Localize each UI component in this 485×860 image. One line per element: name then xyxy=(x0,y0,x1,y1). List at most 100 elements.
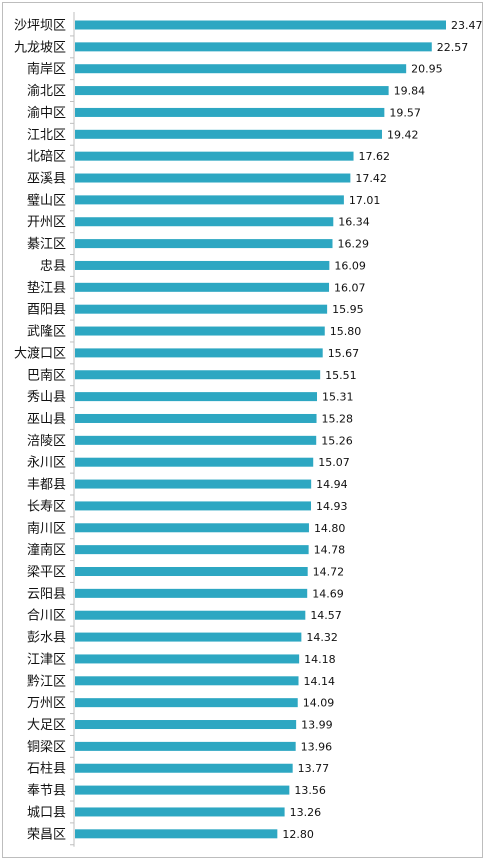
value-label: 14.94 xyxy=(316,478,348,491)
value-label: 15.67 xyxy=(328,347,360,360)
bar xyxy=(75,260,330,270)
bar xyxy=(75,523,309,533)
value-label: 13.96 xyxy=(301,740,333,753)
bar xyxy=(75,304,328,314)
value-label: 16.29 xyxy=(338,238,370,251)
bar xyxy=(75,370,321,380)
value-label: 15.80 xyxy=(330,325,362,338)
bar xyxy=(75,282,330,292)
category-label: 开州区 xyxy=(27,215,66,230)
value-label: 14.57 xyxy=(310,609,342,622)
value-label: 17.01 xyxy=(349,194,381,207)
value-label: 14.78 xyxy=(314,544,346,557)
category-label: 渝中区 xyxy=(27,105,66,121)
bar xyxy=(75,479,312,489)
bar xyxy=(75,64,407,74)
value-label: 15.31 xyxy=(322,391,354,404)
category-label: 武隆区 xyxy=(27,325,66,340)
value-label: 19.42 xyxy=(387,128,419,141)
value-label: 14.32 xyxy=(306,631,338,644)
bar xyxy=(75,217,334,227)
value-label: 23.47 xyxy=(451,19,483,32)
value-label: 14.14 xyxy=(304,675,336,688)
bar xyxy=(75,348,323,358)
category-label: 永川区 xyxy=(27,456,66,471)
category-label: 忠县 xyxy=(40,259,66,274)
category-label: 潼南区 xyxy=(27,542,66,558)
category-label: 梁平区 xyxy=(27,565,66,580)
bar xyxy=(75,42,432,52)
value-label: 22.57 xyxy=(437,41,469,54)
bar xyxy=(75,632,302,642)
bar xyxy=(75,326,325,336)
category-label: 沙坪坝区 xyxy=(14,19,66,34)
category-label: 城口县 xyxy=(27,805,66,820)
category-label: 巫山县 xyxy=(27,412,66,427)
bar xyxy=(75,741,296,751)
value-label: 15.07 xyxy=(318,456,350,469)
value-label: 13.26 xyxy=(290,806,322,819)
category-label: 江北区 xyxy=(27,128,66,143)
bar xyxy=(75,698,298,708)
category-label: 云阳县 xyxy=(27,587,66,602)
value-label: 15.95 xyxy=(332,303,364,316)
value-label: 15.28 xyxy=(322,412,354,425)
value-label: 13.77 xyxy=(298,762,330,775)
value-label: 13.56 xyxy=(294,784,326,797)
value-label: 12.80 xyxy=(282,828,314,841)
bar xyxy=(75,435,317,445)
category-label: 南岸区 xyxy=(27,61,66,77)
category-label: 大足区 xyxy=(27,718,66,733)
value-label: 19.57 xyxy=(389,106,421,119)
category-label: 璧山区 xyxy=(27,192,66,208)
bar xyxy=(75,392,318,402)
value-label: 17.42 xyxy=(355,172,387,185)
bar xyxy=(75,545,309,555)
category-label: 万州区 xyxy=(27,696,66,711)
category-label: 丰都县 xyxy=(27,478,66,493)
bar xyxy=(75,86,389,96)
bar xyxy=(75,610,306,620)
category-label: 酉阳县 xyxy=(27,303,66,318)
category-label: 奉节县 xyxy=(27,784,66,799)
bar xyxy=(75,567,308,576)
bar xyxy=(75,654,300,664)
category-label: 渝北区 xyxy=(27,83,66,99)
value-label: 20.95 xyxy=(411,63,443,76)
bar xyxy=(75,829,278,839)
category-label: 长寿区 xyxy=(27,499,66,514)
value-label: 19.84 xyxy=(394,85,426,98)
bar xyxy=(75,195,344,205)
bar xyxy=(75,588,308,598)
bar xyxy=(75,807,285,817)
value-label: 14.80 xyxy=(314,522,346,535)
value-label: 14.69 xyxy=(312,587,344,600)
category-label: 巫溪县 xyxy=(27,172,66,187)
bar xyxy=(75,107,385,117)
category-label: 垫江县 xyxy=(27,280,66,296)
category-label: 秀山县 xyxy=(27,390,66,405)
category-label: 九龙坡区 xyxy=(14,40,66,55)
value-label: 14.72 xyxy=(313,566,345,579)
value-label: 14.09 xyxy=(303,697,335,710)
category-label: 荣昌区 xyxy=(27,827,66,842)
category-label: 江津区 xyxy=(27,652,66,667)
value-label: 15.26 xyxy=(321,434,353,447)
bar xyxy=(75,239,333,249)
category-label: 石柱县 xyxy=(27,762,66,777)
value-label: 16.09 xyxy=(334,259,366,272)
bar xyxy=(75,720,297,730)
bar xyxy=(75,20,446,30)
category-label: 綦江区 xyxy=(27,237,66,252)
category-label: 彭水县 xyxy=(27,631,66,646)
value-label: 14.93 xyxy=(316,500,348,513)
category-label: 大渡口区 xyxy=(14,345,66,361)
bar xyxy=(75,151,354,161)
value-label: 16.34 xyxy=(338,216,370,229)
value-label: 13.99 xyxy=(301,719,333,732)
category-label: 铜梁区 xyxy=(27,740,66,755)
category-label: 黔江区 xyxy=(27,674,66,689)
bar xyxy=(75,173,351,183)
